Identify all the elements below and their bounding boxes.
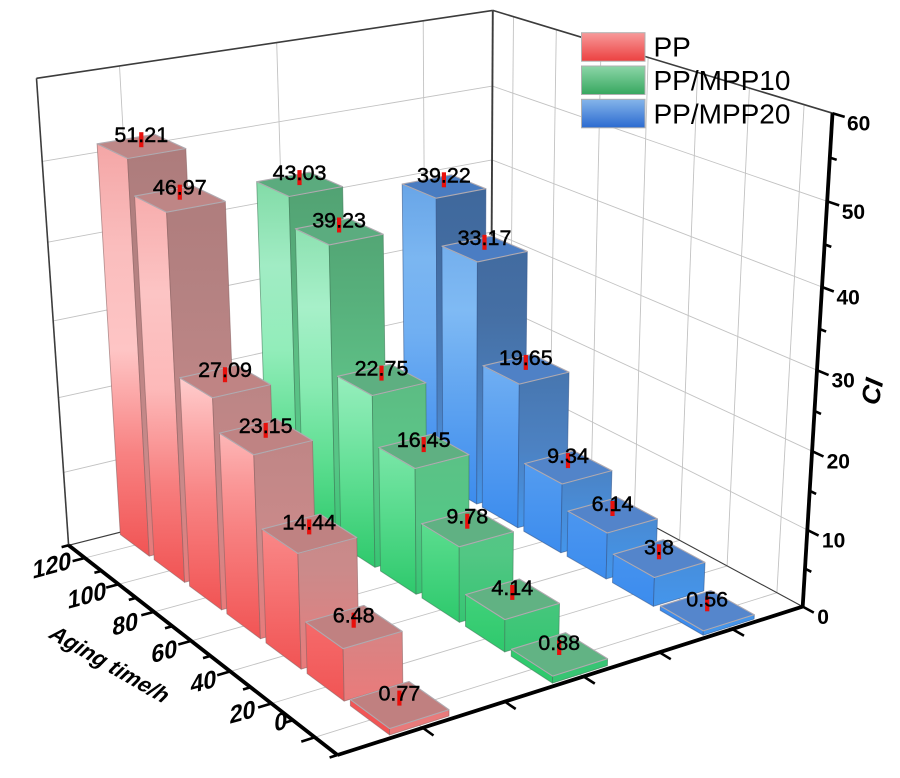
svg-text:10: 10: [822, 530, 845, 553]
svg-text:22.75: 22.75: [355, 357, 409, 381]
svg-text:4.14: 4.14: [491, 576, 533, 600]
svg-text:39.23: 39.23: [312, 209, 366, 233]
svg-text:0: 0: [817, 606, 829, 629]
svg-text:46.97: 46.97: [153, 176, 207, 200]
svg-text:0: 0: [274, 707, 288, 738]
svg-text:6.48: 6.48: [333, 604, 375, 628]
svg-text:30: 30: [832, 370, 855, 393]
svg-text:19.65: 19.65: [499, 346, 553, 370]
svg-text:40: 40: [837, 287, 860, 310]
svg-text:50: 50: [842, 201, 865, 224]
svg-text:43.03: 43.03: [273, 161, 327, 185]
svg-text:6.14: 6.14: [592, 492, 634, 516]
svg-text:0.56: 0.56: [686, 587, 728, 611]
svg-text:9.34: 9.34: [547, 444, 589, 468]
svg-text:16.45: 16.45: [397, 428, 451, 452]
svg-text:PP/MPP10: PP/MPP10: [654, 65, 791, 96]
svg-text:27.09: 27.09: [198, 358, 252, 382]
svg-text:9.78: 9.78: [446, 505, 488, 529]
svg-text:39.22: 39.22: [417, 163, 471, 187]
svg-text:3.8: 3.8: [644, 535, 674, 559]
svg-text:0.77: 0.77: [378, 682, 420, 706]
svg-text:33.17: 33.17: [458, 226, 512, 250]
svg-text:23.15: 23.15: [239, 414, 293, 438]
svg-text:0.88: 0.88: [538, 631, 580, 655]
svg-text:14.44: 14.44: [282, 510, 336, 534]
svg-text:20: 20: [827, 451, 850, 474]
svg-text:60: 60: [847, 113, 870, 136]
svg-text:PP: PP: [654, 32, 691, 63]
svg-text:PP/MPP20: PP/MPP20: [654, 98, 791, 129]
svg-text:51.21: 51.21: [114, 123, 168, 147]
